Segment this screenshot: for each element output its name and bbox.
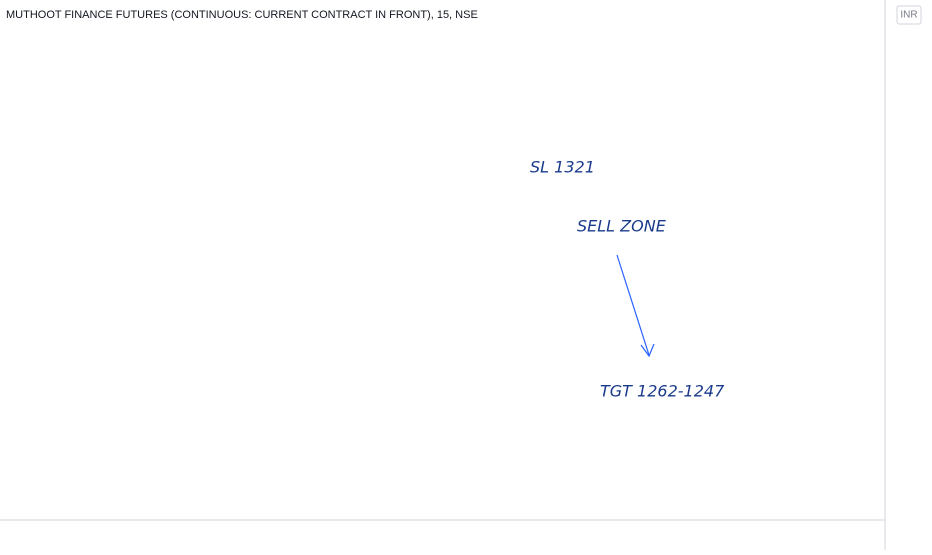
arrow	[616, 254, 650, 356]
zone-label: SELL ZONE	[577, 217, 667, 236]
chart-title: MUTHOOT FINANCE FUTURES (CONTINUOUS: CUR…	[6, 9, 478, 21]
annotation: SL 1321	[530, 158, 595, 177]
annotation: TGT 1262-1247	[600, 382, 725, 401]
arrow-head	[640, 343, 655, 358]
currency-box[interactable]	[896, 5, 922, 25]
currency: INR	[900, 10, 917, 21]
